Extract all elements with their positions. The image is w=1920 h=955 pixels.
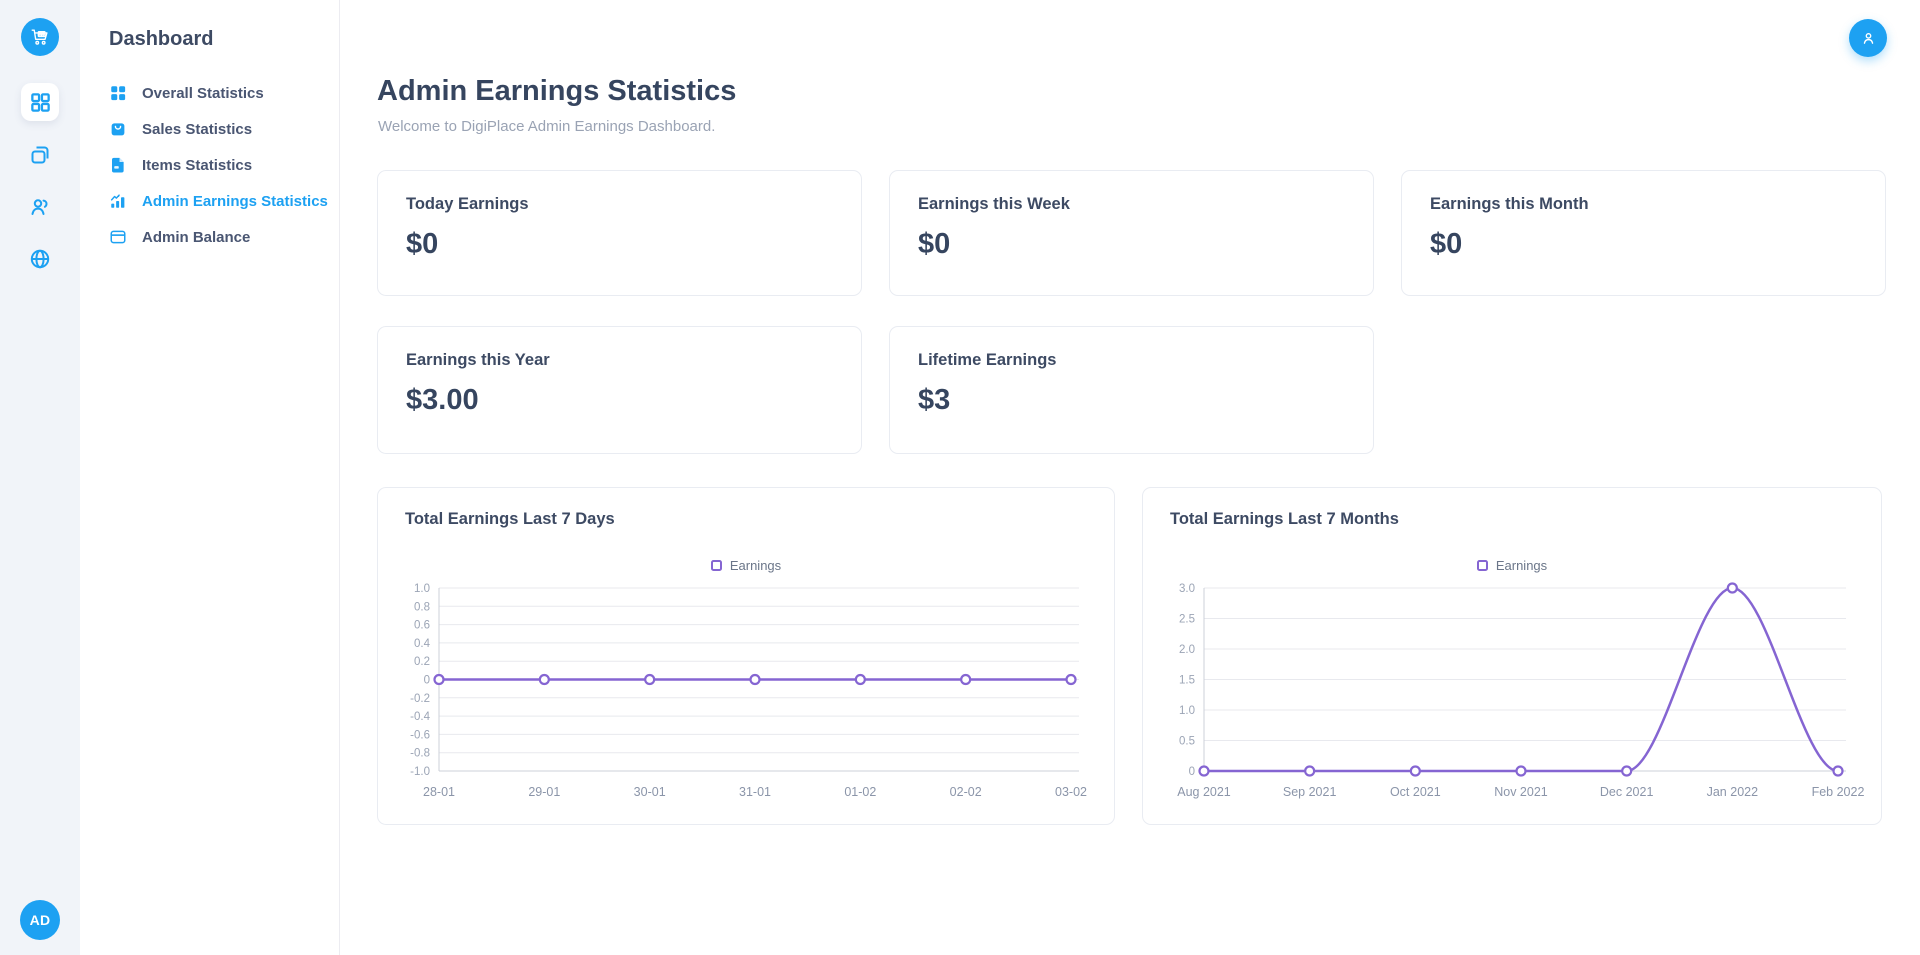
svg-text:0.8: 0.8 xyxy=(414,601,430,613)
svg-text:-1.0: -1.0 xyxy=(410,766,430,778)
legend-swatch-icon xyxy=(710,560,722,571)
chart-card-last-7-months: Total Earnings Last 7 Months Earnings 3.… xyxy=(1142,487,1882,825)
svg-text:31-01: 31-01 xyxy=(739,785,771,799)
sidebar-item-label: Items Statistics xyxy=(142,156,253,174)
svg-text:Aug 2021: Aug 2021 xyxy=(1177,785,1231,799)
sidebar-item-overall-statistics[interactable]: Overall Statistics xyxy=(109,75,319,111)
svg-text:1.0: 1.0 xyxy=(414,583,430,595)
stat-card-label: Earnings this Week xyxy=(918,195,1070,213)
user-avatar[interactable]: AD xyxy=(20,900,60,940)
stat-card-earnings-this-week: Earnings this Week $0 xyxy=(889,170,1374,296)
rail-item-dashboard[interactable] xyxy=(21,83,59,121)
stat-card-label: Earnings this Month xyxy=(1430,195,1589,213)
svg-text:0.2: 0.2 xyxy=(414,656,430,668)
svg-text:1.5: 1.5 xyxy=(1179,675,1195,687)
sidebar-item-label: Admin Balance xyxy=(142,228,251,246)
file-icon xyxy=(109,155,129,175)
stat-card-earnings-this-year: Earnings this Year $3.00 xyxy=(377,326,862,454)
svg-text:1.0: 1.0 xyxy=(1179,705,1195,717)
icon-rail: AD xyxy=(0,0,80,955)
stat-card-label: Today Earnings xyxy=(406,195,529,213)
grid-icon xyxy=(109,83,129,103)
rail-item-users[interactable] xyxy=(21,188,59,226)
svg-text:01-02: 01-02 xyxy=(844,785,876,799)
stat-card-lifetime-earnings: Lifetime Earnings $3 xyxy=(889,326,1374,454)
stat-card-today-earnings: Today Earnings $0 xyxy=(377,170,862,296)
stat-card-label: Earnings this Year xyxy=(406,351,550,369)
stat-card-value: $0 xyxy=(1430,228,1463,260)
rail-item-globe[interactable] xyxy=(21,240,59,278)
sidebar-item-admin-balance[interactable]: Admin Balance xyxy=(109,219,319,255)
sidebar-item-admin-earnings-statistics[interactable]: Admin Earnings Statistics xyxy=(109,183,328,219)
app-logo[interactable] xyxy=(21,18,59,56)
svg-text:Sep 2021: Sep 2021 xyxy=(1283,785,1337,799)
rail-item-pages[interactable] xyxy=(21,136,59,174)
bag-icon xyxy=(109,119,129,139)
chart-title: Total Earnings Last 7 Days xyxy=(405,510,615,528)
svg-text:3.0: 3.0 xyxy=(1179,583,1195,595)
grid-icon xyxy=(29,91,52,114)
sidebar-item-label: Admin Earnings Statistics xyxy=(142,192,328,210)
chart-legend-earnings[interactable]: Earnings xyxy=(378,558,1114,573)
sidebar-item-sales-statistics[interactable]: Sales Statistics xyxy=(109,111,319,147)
svg-text:28-01: 28-01 xyxy=(423,785,455,799)
stat-card-value: $0 xyxy=(918,228,951,260)
svg-text:0.5: 0.5 xyxy=(1179,736,1195,748)
svg-text:Dec 2021: Dec 2021 xyxy=(1600,785,1654,799)
svg-text:-0.4: -0.4 xyxy=(410,711,430,723)
svg-text:0: 0 xyxy=(424,675,430,687)
sidebar-item-label: Overall Statistics xyxy=(142,84,264,102)
svg-text:2.5: 2.5 xyxy=(1179,614,1195,626)
stat-card-earnings-this-month: Earnings this Month $0 xyxy=(1401,170,1886,296)
svg-text:03-02: 03-02 xyxy=(1055,785,1087,799)
line-chart-last-7-months: 3.0 2.5 2.0 1.5 1.0 0.5 0 Aug 2021 Sep 2021 Oct 2… xyxy=(1177,582,1865,799)
sidebar-item-items-statistics[interactable]: Items Statistics xyxy=(109,147,319,183)
svg-text:-0.2: -0.2 xyxy=(410,693,430,705)
stat-card-label: Lifetime Earnings xyxy=(918,351,1057,369)
page-subtitle: Welcome to DigiPlace Admin Earnings Dash… xyxy=(378,118,716,135)
globe-icon xyxy=(28,247,52,271)
credit-card-icon xyxy=(109,227,129,247)
svg-text:Nov 2021: Nov 2021 xyxy=(1494,785,1548,799)
svg-text:-0.8: -0.8 xyxy=(410,748,430,760)
page-title: Admin Earnings Statistics xyxy=(377,75,737,107)
users-icon xyxy=(28,195,52,219)
shopping-cart-icon xyxy=(29,26,51,48)
stat-card-value: $0 xyxy=(406,228,439,260)
sidebar-panel-title: Dashboard xyxy=(109,28,214,50)
svg-text:30-01: 30-01 xyxy=(634,785,666,799)
chart-card-last-7-days: Total Earnings Last 7 Days Earnings 1.0 0… xyxy=(377,487,1115,825)
svg-text:0.4: 0.4 xyxy=(414,638,431,650)
stat-card-value: $3.00 xyxy=(406,384,479,416)
svg-text:Oct 2021: Oct 2021 xyxy=(1390,785,1441,799)
legend-label: Earnings xyxy=(1495,558,1548,573)
sidebar-menu-list: Overall Statistics Sales Statistics xyxy=(109,75,328,255)
svg-text:0.6: 0.6 xyxy=(414,620,430,632)
svg-text:0: 0 xyxy=(1189,766,1195,778)
stat-card-value: $3 xyxy=(918,384,951,416)
svg-text:-0.6: -0.6 xyxy=(410,729,430,741)
sidebar-item-label: Sales Statistics xyxy=(142,120,253,138)
svg-text:2.0: 2.0 xyxy=(1179,644,1195,656)
svg-text:29-01: 29-01 xyxy=(528,785,560,799)
copy-pages-icon xyxy=(28,143,52,167)
legend-label: Earnings xyxy=(729,558,782,573)
chart-legend-earnings[interactable]: Earnings xyxy=(1143,558,1881,573)
svg-text:02-02: 02-02 xyxy=(950,785,982,799)
chart-title: Total Earnings Last 7 Months xyxy=(1170,510,1399,528)
svg-text:Feb 2022: Feb 2022 xyxy=(1812,785,1865,799)
person-icon xyxy=(1860,30,1877,47)
svg-text:Jan 2022: Jan 2022 xyxy=(1707,785,1758,799)
profile-button[interactable] xyxy=(1849,19,1887,57)
legend-swatch-icon xyxy=(1476,560,1488,571)
line-chart-last-7-days: 1.0 0.8 0.6 0.4 0.2 0 -0.2 -0.4 -0.6 -0.8 -1.0 28-0… xyxy=(410,583,1087,799)
bar-chart-icon xyxy=(109,191,129,211)
sidebar-menu-panel: Dashboard Overall Statistics xyxy=(80,0,340,955)
